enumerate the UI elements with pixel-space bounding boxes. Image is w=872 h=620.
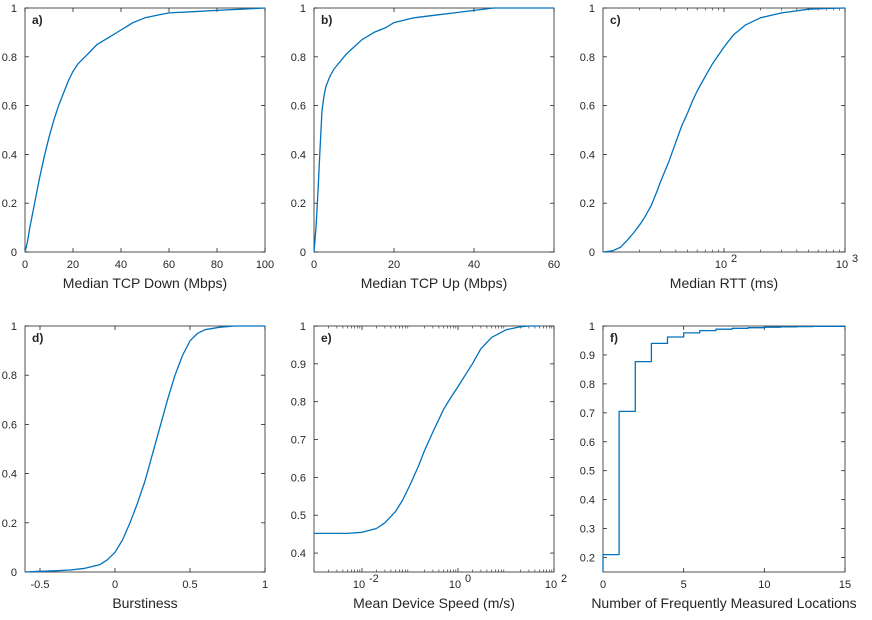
y-tick-label: 0.2 <box>2 198 17 210</box>
y-tick-label: 0.5 <box>580 466 595 478</box>
y-tick-label: 0.6 <box>291 472 306 484</box>
panel-letter: a) <box>32 13 43 27</box>
x-tick-label-exponent: 0 <box>465 573 471 585</box>
y-tick-label: 0.8 <box>2 52 17 64</box>
x-tick-label-exponent: 2 <box>731 253 737 265</box>
y-tick-label: 1 <box>11 321 17 333</box>
cdf-line-a-0 <box>24 7 266 253</box>
x-tick-label: 40 <box>115 259 127 271</box>
y-tick-label: 0.4 <box>580 149 595 161</box>
axes-box <box>24 325 266 573</box>
x-axis-label: Mean Device Speed (m/s) <box>353 595 515 611</box>
x-tick-label: 0 <box>22 259 28 271</box>
x-tick-label: 10 <box>836 259 848 271</box>
y-tick-label: 0.6 <box>580 101 595 113</box>
y-tick-label: 1 <box>589 3 595 15</box>
panel-letter: b) <box>321 13 332 27</box>
y-tick-label: 1 <box>300 321 306 333</box>
x-tick-label: -0.5 <box>31 579 50 591</box>
panel-letter: c) <box>610 13 621 27</box>
y-tick-label: 0.2 <box>580 198 595 210</box>
y-tick-label: 0 <box>11 567 17 579</box>
y-tick-label: 1 <box>589 321 595 333</box>
y-tick-label: 0.8 <box>580 379 595 391</box>
y-tick-label: 0.4 <box>291 548 306 560</box>
y-tick-label: 0.7 <box>580 408 595 420</box>
x-tick-label-exponent: -2 <box>369 573 379 585</box>
y-tick-label: 0 <box>589 247 595 259</box>
x-tick-label: 40 <box>468 259 480 271</box>
panel-letter: f) <box>610 331 618 345</box>
x-axis-label: Number of Frequently Measured Locations <box>591 595 856 611</box>
x-tick-label: 60 <box>548 259 560 271</box>
x-axis-label: Median TCP Down (Mbps) <box>63 275 227 291</box>
panel-letter: d) <box>32 331 43 345</box>
cdf-line-b-0 <box>313 7 554 253</box>
axes-box <box>313 325 555 573</box>
cdf-line-d-0 <box>24 325 265 573</box>
x-tick-label-exponent: 2 <box>561 573 567 585</box>
y-tick-label: 0.7 <box>291 435 306 447</box>
x-tick-label: 10 <box>715 259 727 271</box>
x-tick-label: 0.5 <box>182 579 197 591</box>
y-tick-label: 0.4 <box>2 149 17 161</box>
x-tick-label: 10 <box>353 579 365 591</box>
axes-box <box>602 325 846 573</box>
panel-letter: e) <box>321 331 332 345</box>
x-tick-label: 0 <box>112 579 118 591</box>
x-tick-label: 1 <box>262 579 268 591</box>
x-tick-label: 10 <box>758 579 770 591</box>
x-axis-label: Median TCP Up (Mbps) <box>361 275 508 291</box>
y-tick-label: 1 <box>300 3 306 15</box>
y-tick-label: 0 <box>11 247 17 259</box>
x-axis-label: Burstiness <box>112 595 177 611</box>
x-tick-label-exponent: 3 <box>852 253 858 265</box>
panel-e: 10 -2 10 0 10 2 0.4 0.5 0.6 0.7 0.8 0.9 1 e) Mean Devi… <box>291 321 567 611</box>
y-tick-label: 0.8 <box>291 52 306 64</box>
y-tick-label: 0.4 <box>291 149 306 161</box>
panel-a: 0 20 40 60 80 100 0 0.2 0.4 0.6 0.8 1 a) Median TCP D… <box>2 3 274 291</box>
panel-f: 0 5 10 15 0.2 0.3 0.4 0.5 0.6 0.7 0.8 0.9 1 f) Number … <box>580 321 857 611</box>
x-tick-label: 80 <box>211 259 223 271</box>
axes-box <box>24 7 266 253</box>
y-tick-label: 0.4 <box>2 469 17 481</box>
y-tick-label: 0.8 <box>580 52 595 64</box>
panel-d: -0.5 0 0.5 1 0 0.2 0.4 0.6 0.8 1 d) Burstiness <box>2 321 268 611</box>
x-tick-label: 10 <box>449 579 461 591</box>
y-tick-label: 1 <box>11 3 17 15</box>
axes-box <box>313 7 555 253</box>
y-tick-label: 0.2 <box>580 553 595 565</box>
y-tick-label: 0.9 <box>580 350 595 362</box>
y-tick-label: 0.2 <box>2 518 17 530</box>
x-tick-label: 20 <box>388 259 400 271</box>
y-tick-label: 0.5 <box>291 510 306 522</box>
x-tick-label: 100 <box>256 259 274 271</box>
axes-box <box>602 7 846 253</box>
x-tick-label: 0 <box>600 579 606 591</box>
y-tick-label: 0.2 <box>291 198 306 210</box>
y-tick-label: 0.3 <box>580 524 595 536</box>
panel-b: 0 20 40 60 0 0.2 0.4 0.6 0.8 1 b) Median TCP Up (Mb… <box>291 3 560 291</box>
x-tick-label: 60 <box>163 259 175 271</box>
y-tick-label: 0.6 <box>580 437 595 449</box>
cdf-line-f-0 <box>602 325 846 572</box>
y-tick-label: 0.6 <box>2 419 17 431</box>
y-tick-label: 0.6 <box>291 101 306 113</box>
panel-c: 10 2 10 3 0 0.2 0.4 0.6 0.8 1 c) Median RTT (ms) <box>580 3 858 291</box>
x-tick-label: 20 <box>67 259 79 271</box>
x-axis-label: Median RTT (ms) <box>670 275 778 291</box>
y-tick-label: 0.8 <box>2 370 17 382</box>
cdf-line-e-0 <box>314 325 540 535</box>
y-tick-label: 0 <box>300 247 306 259</box>
x-tick-label: 15 <box>839 579 851 591</box>
x-tick-label: 10 <box>545 579 557 591</box>
y-tick-label: 0.6 <box>2 101 17 113</box>
y-tick-label: 0.8 <box>291 397 306 409</box>
cdf-line-c-0 <box>602 7 846 253</box>
y-tick-label: 0.4 <box>580 495 595 507</box>
x-tick-label: 0 <box>311 259 317 271</box>
y-tick-label: 0.9 <box>291 359 306 371</box>
x-tick-label: 5 <box>681 579 687 591</box>
